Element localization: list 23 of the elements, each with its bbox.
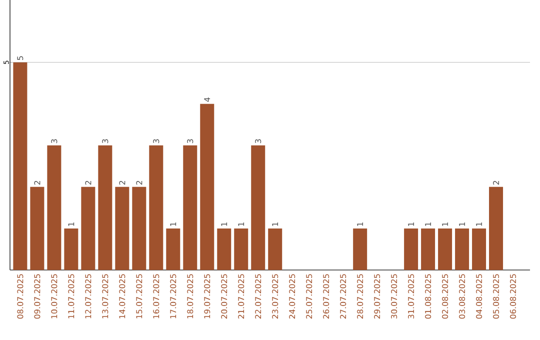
- bar: [47, 145, 62, 270]
- bar: [183, 145, 198, 270]
- bar: [353, 228, 368, 270]
- bar: [115, 186, 130, 270]
- bar: [455, 228, 470, 270]
- bar: [132, 186, 146, 270]
- bar: [13, 62, 28, 270]
- bar: [251, 145, 266, 270]
- bar: [98, 145, 112, 270]
- bar: [30, 186, 44, 270]
- bar: [421, 228, 436, 270]
- bar: [166, 228, 180, 270]
- bar: [149, 145, 164, 270]
- bar: [472, 228, 486, 270]
- bar: [489, 186, 504, 270]
- bar: [217, 228, 232, 270]
- bar: [404, 228, 418, 270]
- bar: [438, 228, 452, 270]
- bar: [200, 104, 214, 270]
- bar: [268, 228, 282, 270]
- bar: [64, 228, 78, 270]
- bar: [81, 186, 96, 270]
- bar: [234, 228, 248, 270]
